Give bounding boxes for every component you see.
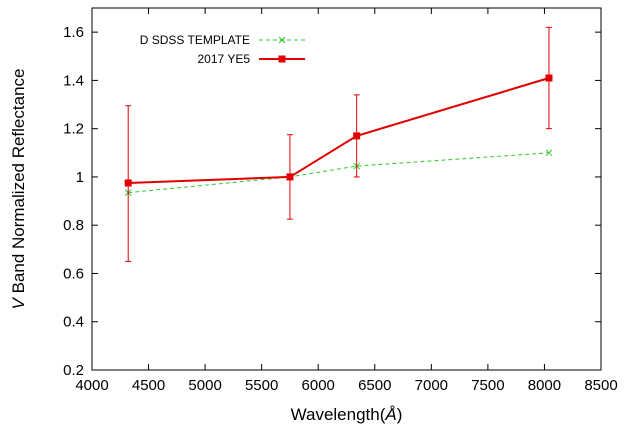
data-point	[125, 179, 132, 186]
series-1	[125, 27, 553, 261]
y-tick-label: 0.6	[63, 265, 84, 282]
plot-series	[125, 27, 553, 261]
x-axis-label-close: )	[397, 405, 403, 424]
y-tick-label: 1.6	[63, 24, 84, 41]
plot-frame	[92, 8, 601, 370]
y-axis-label: V Band Normalized Reflectance	[9, 69, 28, 310]
legend-entry: 2017 YE5	[198, 52, 306, 66]
legend-entry: D SDSS TEMPLATE	[140, 33, 305, 47]
axes-ticks: 4000 4500 5000 5500 6000 6500 7000 7500 8000 8500…	[63, 8, 618, 394]
series-line	[128, 153, 549, 193]
x-tick-label: 8500	[584, 377, 617, 394]
data-point	[279, 37, 285, 43]
y-tick-label: 0.8	[63, 217, 84, 234]
x-axis-label-text: Wavelength(	[291, 405, 386, 424]
x-axis-label: Wavelength(Å)	[291, 405, 403, 424]
y-axis-label-text: Band Normalized Reflectance	[9, 69, 28, 299]
x-tick-label: 5000	[188, 377, 221, 394]
x-tick-label: 4000	[75, 377, 108, 394]
y-tick-label: 1.4	[63, 72, 84, 89]
y-tick-label: 1	[76, 169, 84, 186]
x-tick-label: 4500	[132, 377, 165, 394]
y-tick-label: 0.4	[63, 314, 84, 331]
y-tick-label: 0.2	[63, 362, 84, 379]
x-tick-label: 6500	[358, 377, 391, 394]
x-tick-label: 8000	[528, 377, 561, 394]
legend: D SDSS TEMPLATE 2017 YE5	[140, 33, 305, 66]
series-0	[125, 150, 552, 196]
x-tick-label: 5500	[245, 377, 278, 394]
data-point	[279, 56, 286, 63]
x-tick-label: 6000	[302, 377, 335, 394]
x-axis-label-unit: Å	[384, 405, 396, 424]
legend-label: D SDSS TEMPLATE	[140, 33, 250, 47]
y-tick-label: 1.2	[63, 121, 84, 138]
legend-label: 2017 YE5	[198, 52, 251, 66]
series-line	[128, 78, 549, 183]
data-point	[545, 74, 552, 81]
data-point	[353, 132, 360, 139]
x-tick-label: 7000	[415, 377, 448, 394]
data-point	[286, 173, 293, 180]
x-tick-label: 7500	[471, 377, 504, 394]
